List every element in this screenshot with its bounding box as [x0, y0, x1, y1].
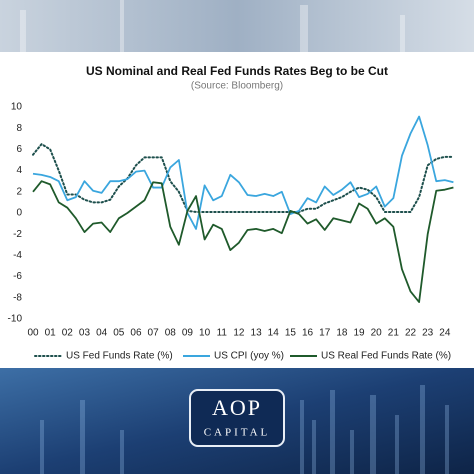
y-tick-label: -10 [8, 314, 23, 325]
x-tick-label: 06 [130, 328, 142, 339]
x-tick-label: 13 [251, 328, 263, 339]
y-tick-label: 10 [11, 102, 23, 113]
x-tick-label: 03 [79, 328, 91, 339]
x-tick-label: 08 [165, 328, 177, 339]
y-tick-label: 6 [16, 144, 22, 155]
y-tick-label: 4 [16, 165, 22, 176]
top-background [0, 0, 474, 52]
y-tick-label: -4 [13, 250, 22, 261]
x-tick-label: 12 [233, 328, 245, 339]
x-tick-label: 09 [182, 328, 194, 339]
y-tick-label: -6 [13, 271, 22, 282]
x-tick-label: 14 [268, 328, 280, 339]
x-tick-label: 00 [27, 328, 39, 339]
x-tick-label: 07 [148, 328, 160, 339]
top-decoration [20, 0, 405, 52]
y-tick-label: 8 [16, 123, 22, 134]
x-tick-label: 24 [439, 328, 451, 339]
x-tick-label: 17 [319, 328, 331, 339]
series-line [32, 115, 454, 230]
legend-label: US Fed Funds Rate (%) [66, 351, 173, 362]
series-line [32, 180, 454, 303]
x-tick-label: 11 [217, 328, 228, 339]
x-tick-label: 23 [422, 328, 434, 339]
x-tick-label: 18 [336, 328, 348, 339]
chart-title: US Nominal and Real Fed Funds Rates Beg … [86, 64, 388, 78]
chart-subtitle: (Source: Bloomberg) [191, 81, 283, 92]
x-tick-label: 19 [353, 328, 365, 339]
x-tick-label: 01 [45, 328, 57, 339]
x-tick-label: 16 [302, 328, 314, 339]
chart-panel [0, 52, 474, 368]
x-tick-label: 21 [388, 328, 400, 339]
x-tick-label: 20 [371, 328, 383, 339]
bottom-decoration [40, 385, 449, 474]
y-tick-label: -2 [13, 229, 22, 240]
logo-name: CAPITAL [204, 427, 271, 439]
logo-mark: AOP [212, 395, 262, 420]
x-tick-label: 10 [199, 328, 211, 339]
y-tick-label: 2 [16, 186, 22, 197]
series-line [32, 143, 455, 213]
x-tick-label: 15 [285, 328, 297, 339]
y-tick-label: 0 [16, 208, 22, 219]
y-tick-label: -8 [13, 292, 22, 303]
x-tick-label: 04 [96, 328, 108, 339]
logo-box [189, 389, 285, 447]
legend-label: US CPI (yoy %) [214, 351, 284, 362]
x-tick-label: 02 [62, 328, 74, 339]
x-tick-label: 05 [113, 328, 125, 339]
legend-label: US Real Fed Funds Rate (%) [321, 351, 451, 362]
x-tick-label: 22 [405, 328, 417, 339]
